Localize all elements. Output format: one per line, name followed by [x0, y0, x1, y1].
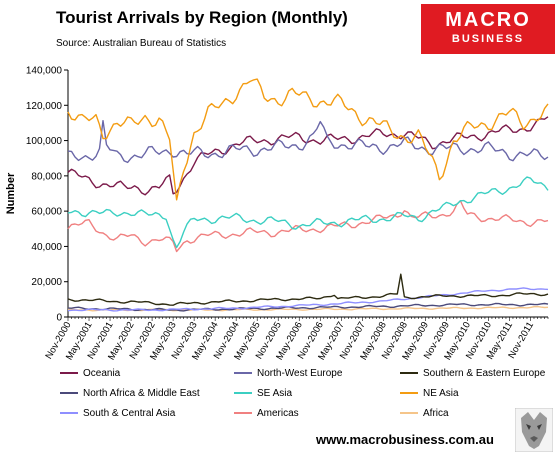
- legend-label: Africa: [423, 408, 449, 419]
- y-tick-label: 60,000: [31, 207, 62, 218]
- y-tick-label: 140,000: [26, 66, 63, 77]
- legend-swatch: [400, 372, 418, 375]
- series-line-ne-asia: [67, 78, 549, 201]
- y-tick-label: 100,000: [26, 136, 63, 147]
- wolf-logo-icon: [515, 408, 553, 452]
- legend-item: Africa: [400, 408, 449, 422]
- series-line-oceania: [67, 116, 549, 196]
- legend-swatch: [234, 372, 252, 375]
- y-tick-label: 80,000: [31, 171, 62, 182]
- legend-item: Americas: [234, 408, 299, 422]
- legend-label: Southern & Eastern Europe: [423, 368, 546, 379]
- legend-label: SE Asia: [257, 388, 293, 399]
- website-url[interactable]: www.macrobusiness.com.au: [316, 432, 494, 447]
- legend-label: NE Asia: [423, 388, 459, 399]
- y-axis-title: Number: [5, 172, 17, 214]
- legend-label: North-West Europe: [257, 368, 343, 379]
- logo-line-1: MACRO: [445, 9, 531, 31]
- macrobusiness-logo: MACRO BUSINESS: [421, 4, 555, 54]
- y-tick-label: 40,000: [31, 242, 62, 253]
- chart-legend: Oceania North-West Europe Southern & Easte…: [60, 368, 554, 428]
- legend-item: North-West Europe: [234, 368, 342, 382]
- legend-item: Oceania: [60, 368, 120, 382]
- y-tick-label: 20,000: [31, 277, 62, 288]
- legend-label: Oceania: [83, 368, 121, 379]
- series-line-southern-eastern-europe: [67, 273, 549, 306]
- legend-item: South & Central Asia: [60, 408, 175, 422]
- legend-swatch: [60, 392, 78, 395]
- logo-line-2: BUSINESS: [451, 33, 525, 45]
- legend-swatch: [234, 412, 252, 415]
- series-line-americas: [67, 199, 549, 253]
- chart-subtitle: Source: Australian Bureau of Statistics: [56, 38, 227, 49]
- legend-label: North Africa & Middle East: [83, 388, 200, 399]
- series-line-se-asia: [67, 176, 549, 249]
- series-line-south-central-asia: [67, 287, 549, 312]
- legend-label: South & Central Asia: [83, 408, 176, 419]
- legend-swatch: [60, 372, 78, 375]
- series-line-north-west-europe: [67, 119, 549, 164]
- y-tick-label: 0: [56, 313, 62, 324]
- chart-title: Tourist Arrivals by Region (Monthly): [56, 8, 348, 27]
- legend-item: SE Asia: [234, 388, 292, 402]
- legend-swatch: [400, 392, 418, 395]
- legend-swatch: [60, 412, 78, 415]
- legend-item: North Africa & Middle East: [60, 388, 200, 402]
- legend-label: Americas: [257, 408, 299, 419]
- legend-swatch: [400, 412, 418, 415]
- legend-item: NE Asia: [400, 388, 459, 402]
- y-tick-label: 120,000: [26, 101, 63, 112]
- legend-item: Southern & Eastern Europe: [400, 368, 545, 382]
- legend-swatch: [234, 392, 252, 395]
